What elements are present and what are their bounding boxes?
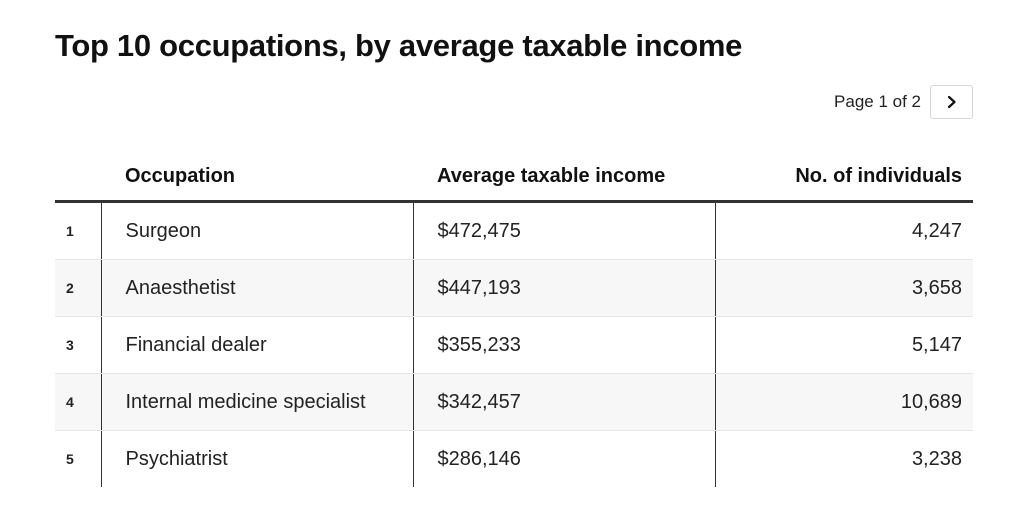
rank-cell: 4 (55, 373, 102, 431)
table-row: 2 Anaesthetist $447,193 3,658 (55, 259, 973, 317)
rank-cell: 2 (55, 259, 102, 317)
individuals-cell: 10,689 (715, 373, 973, 431)
income-cell: $447,193 (413, 259, 716, 317)
occupation-cell: Financial dealer (101, 316, 414, 374)
occupation-cell: Anaesthetist (101, 259, 414, 317)
table-row: 1 Surgeon $472,475 4,247 (55, 201, 973, 260)
occupations-table: Occupation Average taxable income No. of… (55, 152, 973, 487)
income-cell: $355,233 (413, 316, 716, 374)
pagination: Page 1 of 2 (834, 84, 973, 120)
header-rank (55, 152, 101, 203)
next-page-button[interactable] (930, 85, 973, 119)
header-average-taxable-income[interactable]: Average taxable income (413, 152, 715, 203)
occupation-cell: Psychiatrist (101, 430, 414, 487)
page-title: Top 10 occupations, by average taxable i… (55, 28, 743, 63)
income-cell: $472,475 (413, 201, 716, 260)
header-number-of-individuals[interactable]: No. of individuals (715, 152, 973, 203)
rank-cell: 3 (55, 316, 102, 374)
table-row: 4 Internal medicine specialist $342,457 … (55, 373, 973, 431)
individuals-cell: 4,247 (715, 201, 973, 260)
table-row: 3 Financial dealer $355,233 5,147 (55, 316, 973, 374)
occupation-cell: Internal medicine specialist (101, 373, 414, 431)
occupation-cell: Surgeon (101, 201, 414, 260)
page-indicator: Page 1 of 2 (834, 92, 921, 111)
header-occupation[interactable]: Occupation (101, 152, 413, 203)
individuals-cell: 5,147 (715, 316, 973, 374)
income-cell: $286,146 (413, 430, 716, 487)
rank-cell: 1 (55, 201, 102, 260)
chevron-right-icon (946, 95, 958, 109)
rank-cell: 5 (55, 430, 102, 487)
individuals-cell: 3,658 (715, 259, 973, 317)
table-row: 5 Psychiatrist $286,146 3,238 (55, 430, 973, 487)
individuals-cell: 3,238 (911, 447, 962, 470)
income-cell: $342,457 (413, 373, 716, 431)
table-header-row: Occupation Average taxable income No. of… (55, 152, 973, 203)
